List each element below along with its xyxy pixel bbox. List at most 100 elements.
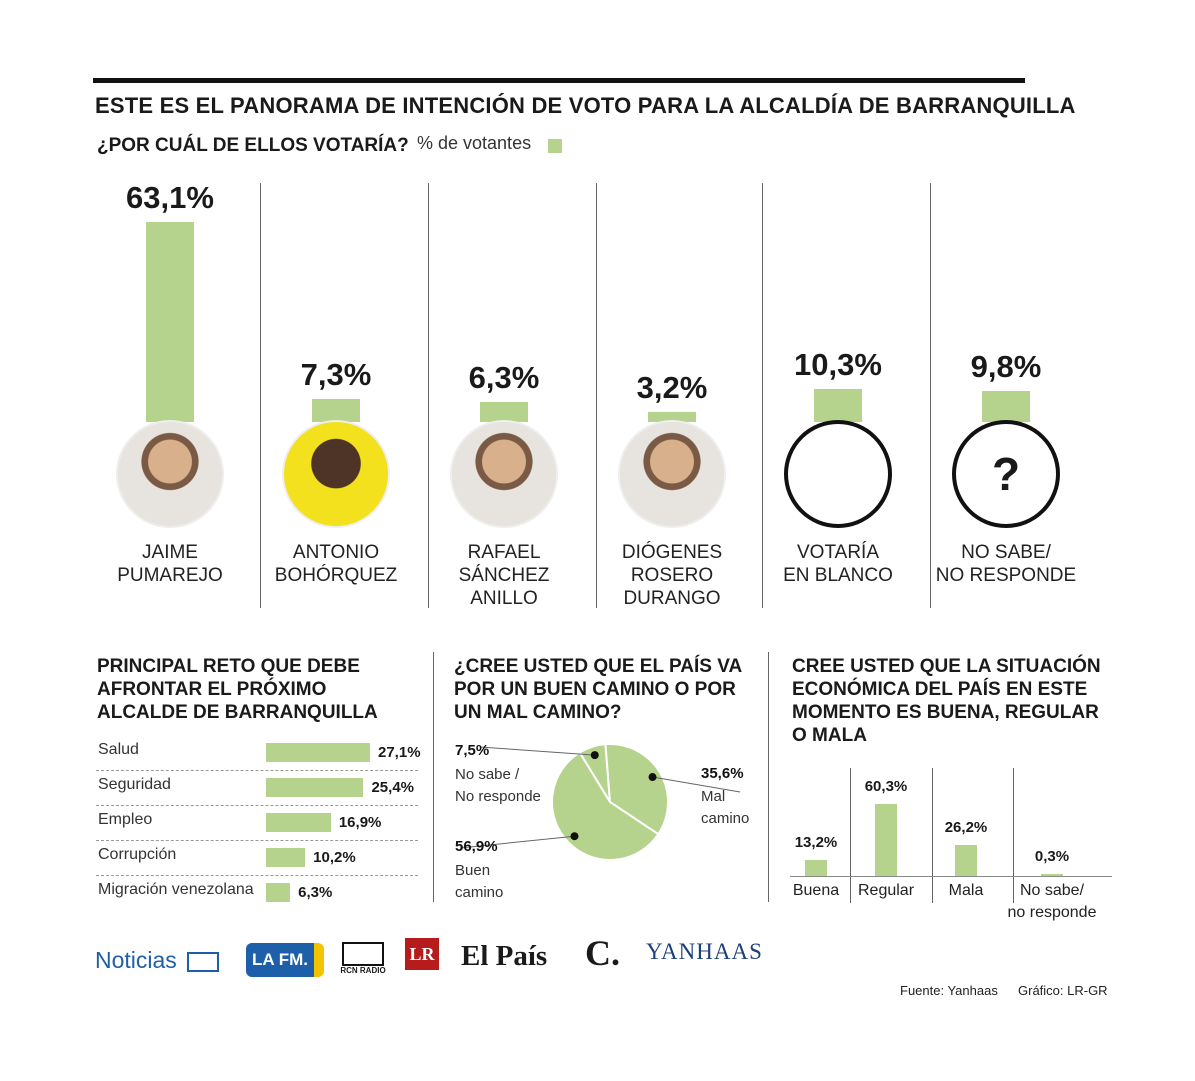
rcn-radio-icon [342,942,384,966]
candidate-name: RAFAEL SÁNCHEZ ANILLO [458,542,550,609]
column-divider [762,183,763,608]
candidate-bar [982,390,1030,422]
economia-value: 13,2% [794,834,838,852]
logo-el-pais: El País [461,940,548,972]
logo-rcn-radio-text: RCN RADIO [340,966,386,975]
logo-lr: LR [405,938,439,970]
economia-category: Buena [792,882,840,899]
camino-title: ¿CREE USTED QUE EL PAÍS VA POR UN BUEN C… [454,656,743,723]
row-separator [96,840,418,841]
pie-slice-value: 56,9% [455,838,498,855]
reto-bar [266,883,291,902]
logo-yanhaas: YANHAAS [646,939,763,964]
blank-vote-circle [784,420,892,528]
pie-leader-dot [648,773,657,782]
reto-label: Migración venezolana [98,881,254,898]
candidate-photo [450,420,558,528]
reto-bar [266,743,370,762]
column-divider [930,183,931,608]
candidate-photo [282,420,390,528]
camino-pie-chart [459,743,741,861]
candidate-name: ANTONIO BOHÓRQUEZ [274,542,398,586]
candidate-bar [648,411,696,422]
economia-bar [805,860,827,876]
pie-slice [551,751,660,861]
legend-label: % de votantes [417,133,532,153]
logo-el-colombiano: C. [585,933,620,973]
column-divider [932,768,933,903]
reto-value: 16,9% [338,814,382,831]
reto-label: Empleo [98,811,153,828]
economia-bar [1041,874,1063,876]
reto-label: Corrupción [98,846,177,863]
pie-slice-value: 7,5% [455,742,490,759]
pie-leader-line [652,776,741,793]
economia-value: 60,3% [864,778,908,795]
row-separator [96,770,418,771]
candidate-photo [618,420,726,528]
pie-slice-label: No sabe / No responde [455,766,541,805]
candidate-bar [814,389,862,422]
section-divider [433,652,434,902]
reto-value: 27,1% [378,744,421,761]
page-title: ESTE ES EL PANORAMA DE INTENCIÓN DE VOTO… [95,93,1076,118]
column-divider [1013,768,1014,903]
pie-leader-line [479,746,595,756]
pie-leader-line [459,835,575,849]
economia-bar [955,844,977,876]
logo-rcn-radio: RCN RADIO [340,942,386,975]
reto-value: 25,4% [371,779,415,796]
candidate-pct: 10,3% [794,347,882,383]
rcn-icon [187,951,220,972]
candidate-pct: 3,2% [636,369,708,405]
economia-value: 26,2% [944,818,988,836]
column-divider [428,183,429,608]
pie-slice-value: 35,6% [701,765,744,782]
candidate-photo [116,420,224,528]
candidate-bar [312,398,360,422]
economia-category: No sabe/ no responde [1007,882,1097,921]
economia-bar [875,804,897,876]
top-rule [93,78,1025,83]
candidate-name: DIÓGENES ROSERO DURANGO [621,542,723,609]
candidate-name: JAIME PUMAREJO [117,542,223,586]
economia-category: Regular [857,882,915,899]
question-mark-icon: ? [952,420,1060,528]
reto-value: 6,3% [298,884,333,901]
pie-slice [604,743,669,836]
row-separator [96,805,418,806]
logo-noticias: Noticias [95,947,220,974]
question-title: ¿POR CUÁL DE ELLOS VOTARÍA? [97,135,409,156]
column-divider [260,183,261,608]
row-separator [96,875,418,876]
candidate-bar [480,402,528,422]
column-divider [596,183,597,608]
reto-bar [266,778,364,797]
economia-title: CREE USTED QUE LA SITUACIÓN ECONÓMICA DE… [792,656,1101,746]
candidate-pct: 9,8% [970,348,1042,384]
candidate-pct: 7,3% [300,356,372,392]
pie-leader-dot [590,751,599,760]
reto-label: Seguridad [98,776,171,793]
section-divider [768,652,769,902]
reto-bar [266,813,331,832]
logo-lafm: LA FM. [246,943,324,977]
logo-noticias-text: Noticias [95,947,177,973]
candidate-name: VOTARÍA EN BLANCO [783,542,893,586]
reto-label: Salud [98,741,139,758]
candidate-bar [146,222,194,422]
pie-leader-dot [570,832,579,841]
source-label: Fuente: Yanhaas [900,983,998,998]
legend-swatch [548,139,562,153]
candidate-pct: 63,1% [126,180,214,215]
column-divider [850,768,851,903]
baseline [790,876,1112,877]
candidate-pct: 6,3% [468,360,540,396]
reto-title: PRINCIPAL RETO QUE DEBE AFRONTAR EL PRÓX… [97,656,378,723]
credit-label: Gráfico: LR-GR [1018,983,1108,998]
candidate-name: NO SABE/ NO RESPONDE [935,542,1077,586]
economia-value: 0,3% [1034,848,1070,865]
reto-bar [266,848,306,867]
economia-category: Mala [948,882,984,899]
reto-value: 10,2% [313,849,356,866]
